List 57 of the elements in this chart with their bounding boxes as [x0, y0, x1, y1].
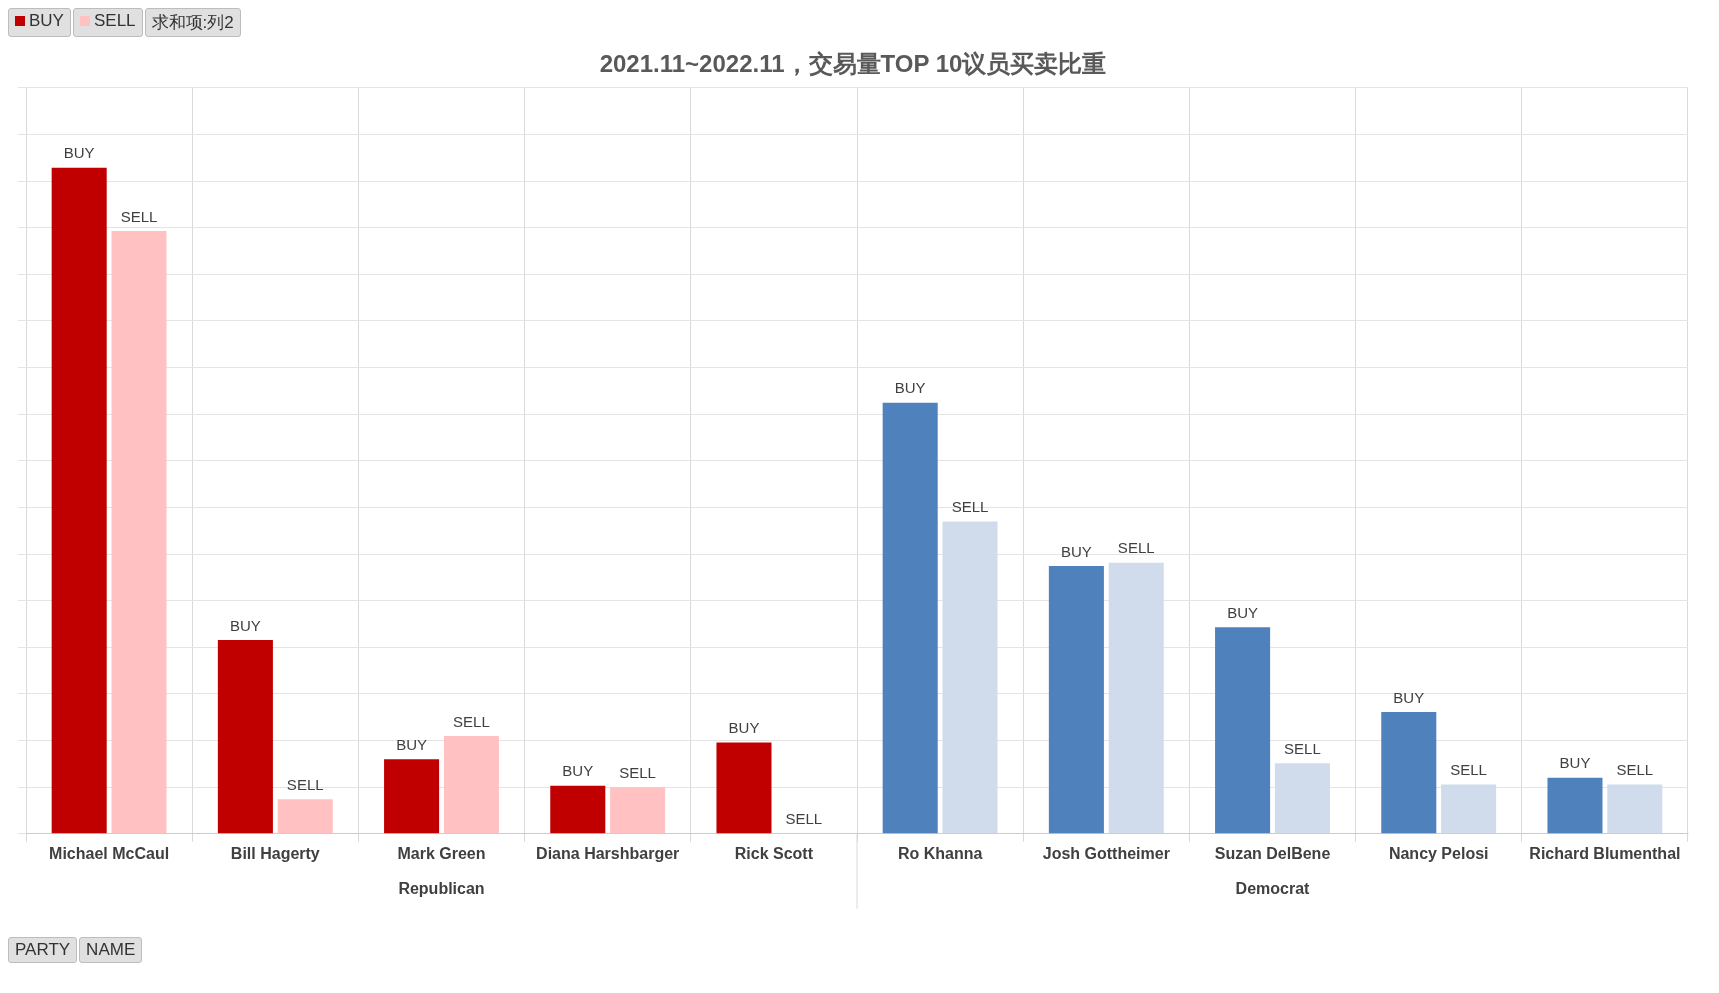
text: SELL [1117, 539, 1155, 557]
bar [1108, 562, 1164, 834]
text: BUY [1227, 603, 1259, 621]
chart-title: 2021.11~2022.11，交易量TOP 10议员买卖比重 [599, 50, 1107, 78]
text: SELL [619, 763, 656, 781]
legend-label: SELL [72, 8, 143, 37]
text: BUY [728, 719, 760, 737]
field-button: 求和项:列2 [144, 8, 241, 37]
x-tick-label: Josh Gottheimer [1042, 844, 1170, 862]
text: SELL [1284, 739, 1321, 757]
bar [111, 231, 167, 834]
bar [610, 787, 666, 834]
x-tick-label: Nancy Pelosi [1388, 844, 1489, 862]
text: BUY [894, 379, 926, 397]
text: Republican [398, 880, 485, 898]
x-tick-label: Ro Khanna [897, 844, 983, 862]
text: SELL [286, 775, 324, 793]
bar [1048, 566, 1104, 834]
text: BUY [63, 144, 95, 162]
text: SELL [120, 207, 158, 225]
bar [384, 759, 440, 834]
bar [1607, 784, 1663, 834]
bar [882, 402, 938, 834]
bar [716, 742, 772, 834]
text: SELL [1616, 761, 1654, 779]
x-tick-label: Michael McCaul [49, 844, 170, 862]
text: BUY [229, 616, 261, 634]
text: SELL [1450, 761, 1487, 779]
bar [1215, 627, 1271, 834]
x-tick-label: Diana Harshbarger [536, 844, 680, 862]
bar [217, 639, 273, 834]
x-tick-label: Bill Hagerty [230, 844, 320, 862]
bar [1441, 784, 1497, 834]
bar [942, 521, 998, 834]
bar [1547, 777, 1603, 834]
bar [1274, 763, 1330, 834]
bar [443, 735, 499, 834]
x-tick-label: Rick Scott [734, 844, 814, 862]
field-button: NAME [79, 937, 143, 963]
x-tick-label: Richard Blumenthal [1529, 844, 1681, 862]
text: BUY [1393, 688, 1425, 706]
bar [1381, 711, 1437, 834]
text: BUY [1559, 754, 1591, 772]
bar [51, 167, 107, 834]
text: SELL [951, 498, 989, 516]
x-tick-label: Mark Green [397, 844, 486, 862]
text: BUY [396, 735, 428, 753]
x-tick-label: Suzan DelBene [1214, 844, 1331, 862]
text: SELL [785, 810, 823, 828]
text: BUY [562, 762, 594, 780]
bar [277, 799, 333, 834]
bar [550, 785, 606, 834]
text: Democrat [1235, 880, 1311, 898]
text: BUY [1060, 542, 1092, 560]
legend-label: BUY [8, 8, 71, 37]
field-button: PARTY [8, 937, 78, 963]
text: SELL [453, 712, 490, 730]
